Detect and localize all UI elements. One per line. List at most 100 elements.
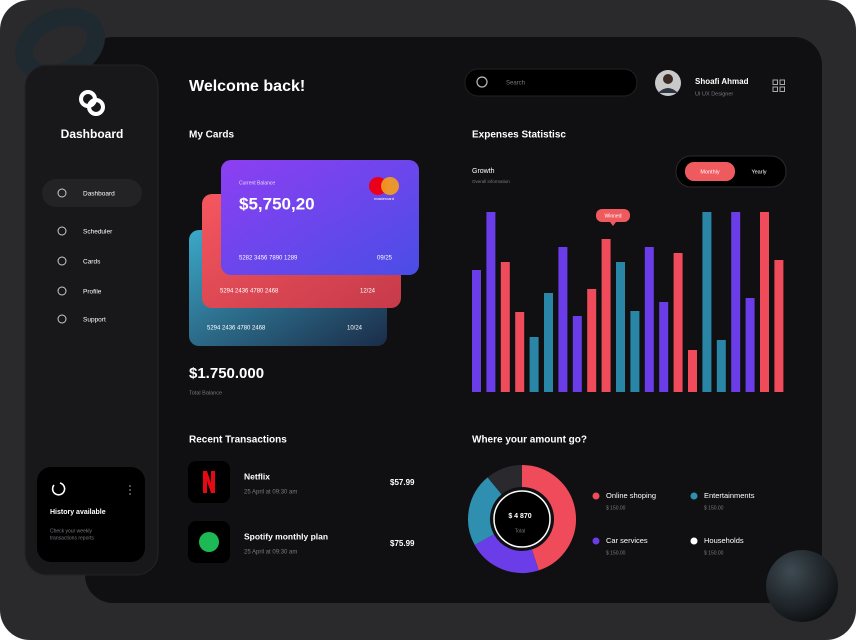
section-title: Expenses Statistisc — [472, 130, 566, 141]
history-text: transactions reports — [50, 535, 94, 541]
card-number: 5294 2436 4780 2468 — [207, 326, 266, 332]
transaction-name: Netflix — [244, 471, 270, 481]
card-brand: mastercard — [374, 196, 394, 201]
transaction-amount: $57.99 — [390, 478, 415, 487]
total-balance: $1.750.000 — [189, 365, 264, 382]
nav: Dashboard Scheduler Cards Profile Support — [57, 188, 115, 324]
bar — [702, 212, 712, 392]
nav-icon — [57, 314, 67, 324]
total-label: Total Balance — [189, 390, 222, 396]
legend-label: Entertainments — [704, 491, 755, 500]
history-text: Check your weekly — [50, 528, 92, 534]
tab[interactable]: Monthly — [700, 169, 720, 175]
nav-item[interactable]: Profile — [83, 289, 102, 296]
bar — [529, 337, 539, 392]
nav-item[interactable]: Cards — [83, 259, 101, 266]
donut-total: $ 4 870 — [508, 513, 531, 520]
donut-total-label: Total — [515, 528, 526, 534]
bar — [500, 262, 510, 392]
avatar-body — [658, 88, 678, 93]
nav-icon — [57, 256, 67, 266]
donut-chart — [468, 465, 576, 573]
donut-segment — [487, 465, 523, 495]
nav-active[interactable] — [42, 179, 142, 207]
nav-item[interactable]: Dashboard — [83, 191, 115, 198]
legend-dot — [592, 537, 600, 545]
user-role: UI UX Designer — [695, 91, 733, 97]
legend-dot — [690, 537, 698, 545]
user-name: Shoafi Ahmad — [695, 77, 749, 86]
bar — [760, 212, 769, 392]
legend-amount: $ 150.00 — [606, 505, 626, 511]
tab[interactable]: Yearly — [751, 169, 766, 175]
section-title: Recent Transactions — [189, 435, 287, 446]
bar — [716, 340, 726, 392]
legend-amount: $ 150.00 — [606, 550, 626, 556]
bar — [616, 262, 625, 392]
menu-dot — [129, 489, 131, 491]
history-icon — [51, 482, 66, 496]
sidebar-title: Dashboard — [61, 127, 124, 141]
tooltip — [596, 209, 630, 222]
bar — [745, 298, 755, 392]
search-box[interactable] — [464, 68, 638, 97]
tab-active[interactable] — [685, 162, 735, 181]
bar — [644, 247, 654, 392]
logo — [87, 98, 105, 116]
nav-icon — [57, 188, 67, 198]
section-title: Where your amount go? — [472, 435, 587, 446]
bar — [486, 212, 496, 392]
spotify-logo — [199, 532, 219, 552]
apps-icon[interactable] — [772, 79, 785, 92]
nav-icon — [57, 286, 67, 296]
legend-label: Households — [704, 536, 744, 545]
card-balance: $5,750,20 — [239, 194, 315, 213]
sphere-decoration — [766, 550, 838, 622]
bar — [731, 212, 741, 392]
donut-segment — [468, 477, 503, 546]
search-icon — [476, 76, 488, 88]
legend-dot — [592, 492, 600, 500]
transaction-amount: $75.99 — [390, 539, 415, 548]
card-number: 5294 2436 4780 2468 — [220, 289, 279, 295]
card-expiry: 12/24 — [360, 289, 376, 295]
bar — [601, 239, 611, 392]
menu-dot — [129, 493, 131, 495]
avatar-head — [663, 74, 673, 84]
card-expiry: 09/25 — [377, 256, 393, 262]
tooltip-text: Winned — [605, 213, 622, 219]
nav-item[interactable]: Scheduler — [83, 229, 113, 236]
bar — [515, 312, 525, 392]
legend: Online shoping $ 150.00 Car services $ 150.… — [592, 491, 755, 556]
card-number: 5282 3456 7890 1289 — [239, 256, 298, 262]
bar — [558, 247, 568, 392]
nav-item[interactable]: Support — [83, 317, 106, 324]
tooltip-arrow — [610, 222, 616, 226]
legend-dot — [690, 492, 698, 500]
legend-label: Online shoping — [606, 491, 656, 500]
bar — [587, 289, 597, 392]
bar — [659, 302, 669, 392]
transaction-name: Spotify monthly plan — [244, 531, 328, 541]
section-title: My Cards — [189, 130, 234, 141]
legend-label: Car services — [606, 536, 648, 545]
donut-segment — [521, 465, 576, 571]
chart-subtitle: Growth — [472, 168, 495, 175]
legend-amount: $ 150.00 — [704, 505, 724, 511]
card-label: Current Balance — [239, 180, 275, 186]
bar — [472, 270, 481, 392]
chart-note: Overall information — [472, 179, 510, 184]
brand-logo — [381, 177, 399, 195]
history-title: History available — [50, 509, 106, 516]
donut-center — [493, 490, 551, 548]
legend-amount: $ 150.00 — [704, 550, 724, 556]
bar — [630, 311, 640, 392]
search-placeholder: Search — [506, 81, 525, 87]
bar-chart — [472, 212, 784, 392]
bar — [673, 253, 683, 392]
bar — [572, 316, 582, 392]
nav-icon — [57, 226, 67, 236]
bar — [544, 293, 553, 392]
netflix-logo — [203, 471, 215, 493]
